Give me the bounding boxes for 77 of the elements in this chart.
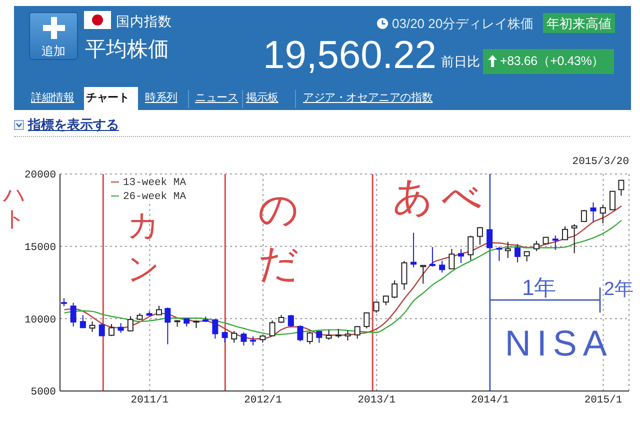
candlestick <box>127 316 134 332</box>
x-tick-label: 2013/1 <box>358 394 396 406</box>
candlestick <box>392 280 398 299</box>
candlestick <box>458 248 464 264</box>
candlestick <box>70 302 76 327</box>
text: 平均株価 <box>85 38 169 61</box>
candlestick <box>552 234 558 250</box>
y-tick-label: 5000 <box>30 386 56 399</box>
candlestick <box>364 312 370 329</box>
text: 前日比 <box>441 54 480 69</box>
text: 時系列 <box>145 92 178 104</box>
candlestick <box>89 321 96 332</box>
legend-label: 13-week MA <box>123 177 186 189</box>
y-tick-label: 20000 <box>24 170 56 182</box>
text: 03/20 20分ディレイ株価 <box>392 16 534 31</box>
candlestick <box>231 330 238 344</box>
candlestick <box>496 246 502 262</box>
candlestick <box>108 324 114 337</box>
badge: +83.66（+0.43%） <box>483 49 614 74</box>
candlestick <box>382 295 389 306</box>
text: 掲示板 <box>246 92 278 104</box>
candlestick <box>288 314 294 328</box>
candlestick <box>98 322 105 337</box>
candlestick <box>212 318 218 340</box>
annotation: 1年 <box>522 275 556 300</box>
candlestick <box>504 241 511 258</box>
text: 指標を表示する <box>28 117 119 132</box>
candlestick <box>354 326 360 340</box>
candlestick <box>118 322 124 334</box>
candlestick <box>476 226 483 246</box>
candlestick <box>468 235 474 261</box>
active-tab: チャート <box>84 87 138 110</box>
candlestick <box>269 320 276 337</box>
ref-line-label: あべ <box>392 175 491 220</box>
chart-subtitle: 2015/3/20 <box>572 156 629 168</box>
text: 19,560.22 <box>263 34 437 77</box>
x-tick-label: 2011/1 <box>130 394 169 406</box>
text: ニュース <box>195 92 238 104</box>
annotation: 2年 <box>604 278 634 301</box>
candlestick <box>600 204 606 224</box>
legend-label: 26-week MA <box>123 191 186 203</box>
x-tick-label: 2014/1 <box>471 394 509 406</box>
x-tick-label: 2012/1 <box>244 394 282 406</box>
text: 国内指数 <box>116 14 172 29</box>
candlestick <box>344 330 351 342</box>
text: ハト <box>3 182 26 232</box>
ref-line-label: のだ <box>258 188 300 286</box>
candlestick <box>448 248 455 270</box>
ref-line-label: カン <box>127 207 160 286</box>
badge: 年初来高値 <box>543 13 615 33</box>
candlestick <box>524 250 530 262</box>
candlestick <box>316 330 322 344</box>
candlestick <box>420 264 426 284</box>
candlestick <box>164 307 171 345</box>
candlestick <box>562 226 568 240</box>
candlestick <box>306 332 313 345</box>
candlestick <box>439 260 446 274</box>
candlestick <box>618 179 624 196</box>
text: 詳細情報 <box>31 92 74 104</box>
candlestick <box>429 246 436 268</box>
candlestick <box>571 224 578 254</box>
candlestick <box>533 240 540 252</box>
y-tick-label: 15000 <box>24 242 56 254</box>
x-tick-label: 2015/1 <box>584 394 622 406</box>
candlestick <box>240 332 247 346</box>
candlestick <box>326 329 332 340</box>
add-button: 追加 <box>29 12 78 60</box>
candlestick <box>410 232 417 268</box>
y-tick-label: 10000 <box>24 314 56 326</box>
candlestick <box>486 229 493 248</box>
ref-line-label: NISA <box>504 322 613 364</box>
candlestick <box>590 202 596 223</box>
text: アジア・オセアニアの指数 <box>303 92 433 104</box>
candlestick <box>401 260 408 290</box>
candlestick <box>514 244 521 263</box>
candlestick <box>297 324 304 342</box>
candlestick <box>80 314 86 328</box>
